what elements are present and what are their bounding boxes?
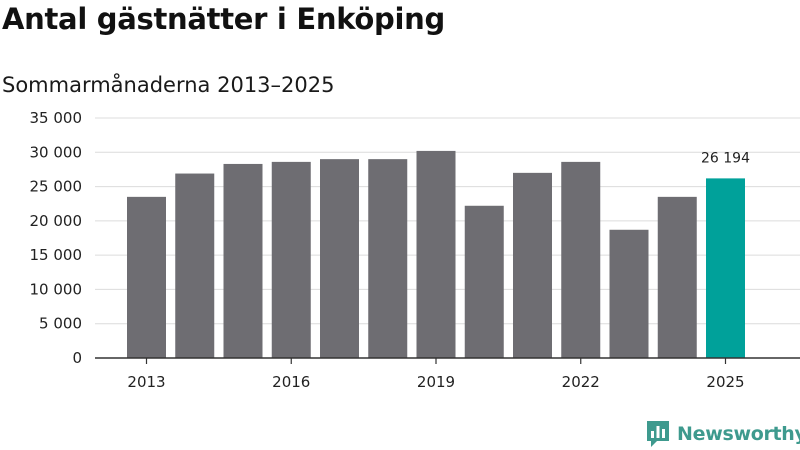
bar-2013 <box>127 196 166 358</box>
bars <box>127 150 745 358</box>
bar-2017 <box>320 159 359 358</box>
x-tick-label: 2016 <box>272 373 310 391</box>
axes <box>95 357 800 364</box>
bar-chart-speech-bubble-icon <box>647 421 669 447</box>
data-label: 26 194 <box>701 150 750 166</box>
bar-2015 <box>223 163 263 358</box>
labels: 0 5 000 10 000 15 000 20 000 25 000 30 000 35 0… <box>30 109 751 391</box>
y-tick-label: 20 000 <box>30 212 83 230</box>
bar-2023 <box>609 229 649 358</box>
chart-title: Antal gästnätter i Enköping <box>2 2 445 36</box>
newsworthy-logo[interactable]: Newsworthy <box>645 419 800 449</box>
bar-2024 <box>657 196 697 358</box>
bar-2025 <box>706 178 745 358</box>
y-tick-label: 25 000 <box>30 178 83 196</box>
bar-2018 <box>368 159 408 358</box>
x-tick-label: 2019 <box>417 373 455 391</box>
y-tick-label: 35 000 <box>30 109 83 127</box>
bar-2020 <box>464 205 504 358</box>
y-tick-label: 0 <box>72 349 82 367</box>
y-tick-label: 10 000 <box>30 280 83 298</box>
brand-name: Newsworthy <box>677 423 800 445</box>
bar-2014 <box>175 173 215 358</box>
y-tick-label: 5 000 <box>39 315 82 333</box>
bar-2022 <box>561 161 601 358</box>
bar-2021 <box>513 172 552 358</box>
x-tick-label: 2025 <box>706 373 744 391</box>
x-tick-label: 2022 <box>562 373 600 391</box>
bar-2016 <box>271 161 311 358</box>
bar-2019 <box>416 150 456 358</box>
y-tick-label: 15 000 <box>30 246 83 264</box>
y-tick-label: 30 000 <box>30 143 83 161</box>
chart-subtitle: Sommarmånaderna 2013–2025 <box>2 73 335 97</box>
x-tick-label: 2013 <box>127 373 165 391</box>
